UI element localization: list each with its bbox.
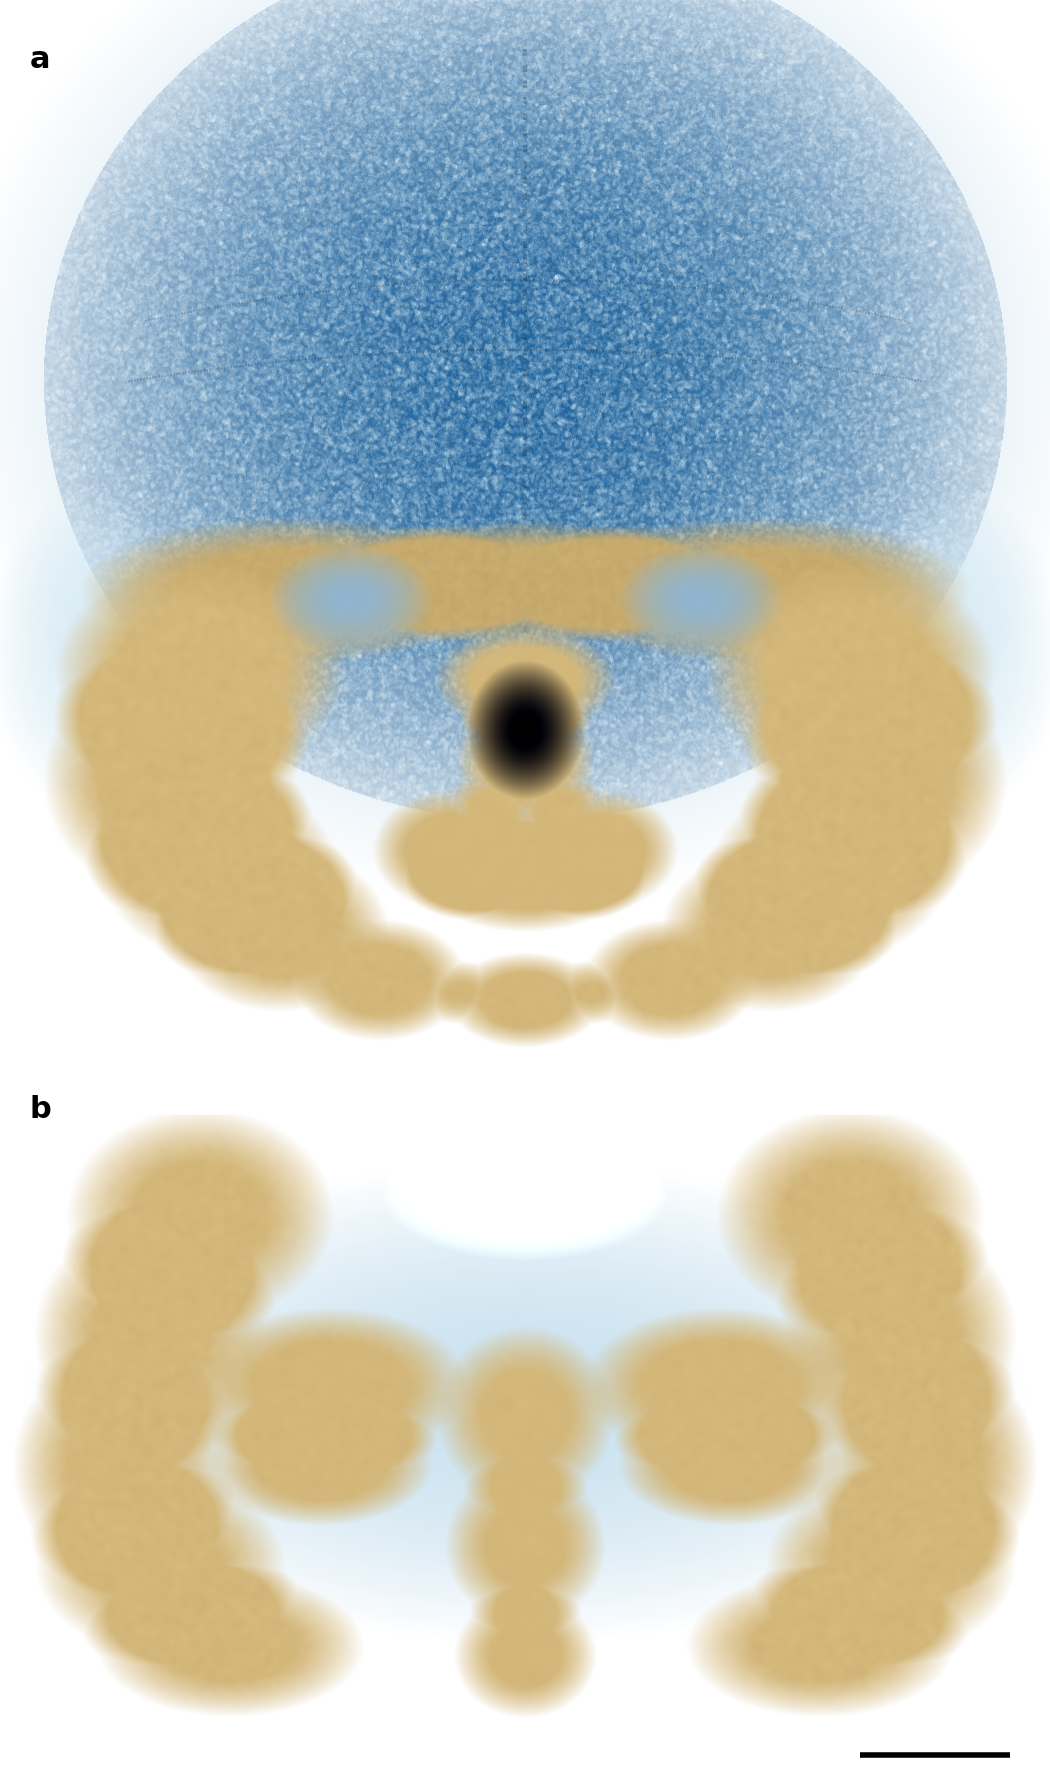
Text: b: b (30, 1096, 51, 1124)
Text: a: a (30, 44, 50, 75)
